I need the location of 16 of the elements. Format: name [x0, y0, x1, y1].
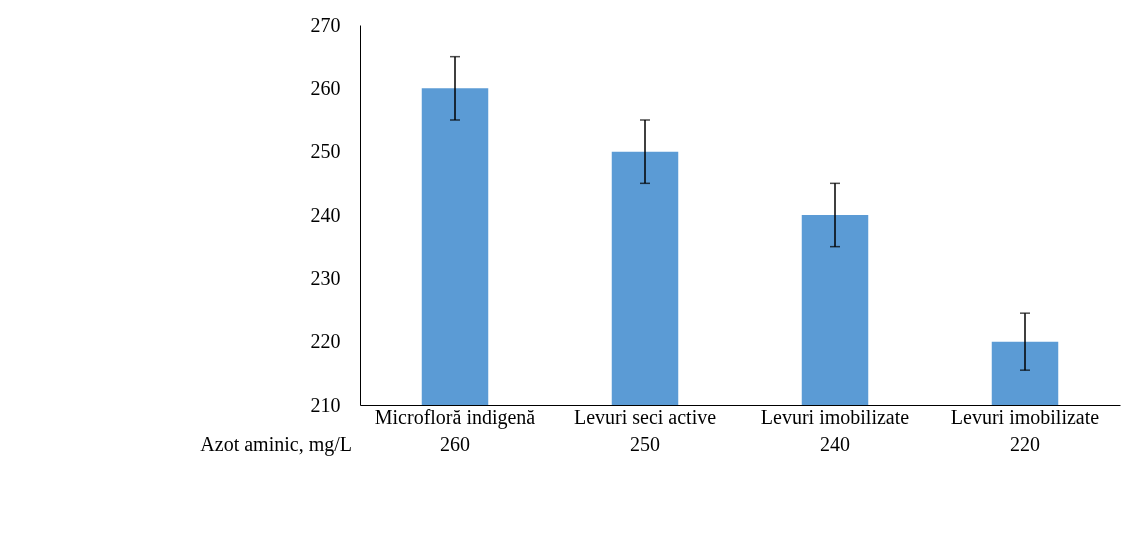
y-tick-label: 260 — [310, 76, 341, 99]
y-tick-label: 240 — [310, 203, 341, 226]
y-tick-label: 250 — [310, 140, 341, 163]
x-tick-label: Levuri seci active — [573, 405, 717, 428]
data-label: 220 — [1010, 433, 1040, 455]
data-label: 250 — [630, 433, 660, 455]
y-tick-label: 210 — [310, 393, 341, 416]
x-tick-label: Levuri imobilizate — [950, 405, 1100, 428]
y-tick-label: 230 — [310, 266, 341, 289]
data-label: 240 — [820, 433, 850, 455]
y-tick-label: 220 — [310, 330, 341, 353]
text: Azot aminic, mg/L — [200, 433, 352, 456]
x-tick-label: Levuri imobilizate — [760, 405, 910, 428]
data-label: 260 — [440, 433, 470, 455]
y-tick-label: 270 — [310, 13, 341, 36]
x-tick-label: Microfloră indigenă — [374, 405, 536, 429]
